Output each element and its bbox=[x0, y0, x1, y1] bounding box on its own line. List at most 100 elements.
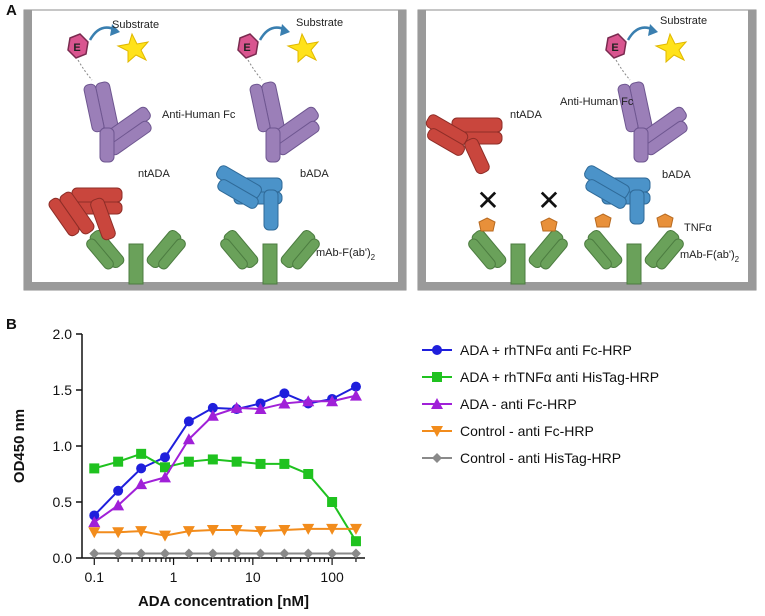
anti-human-fc-antibody-left bbox=[83, 81, 152, 163]
series-4 bbox=[88, 523, 362, 542]
mab-fab2-antibody-2 bbox=[220, 229, 320, 285]
data-point bbox=[136, 548, 147, 559]
tnf-alpha-label: TNFα bbox=[684, 222, 712, 234]
y-tick-label: 1.0 bbox=[53, 438, 73, 454]
panel-b-letter: B bbox=[6, 316, 17, 333]
chart-series bbox=[88, 381, 362, 559]
legend-label: Control - anti HisTag-HRP bbox=[460, 450, 621, 466]
series-2 bbox=[89, 448, 361, 547]
data-point bbox=[254, 526, 267, 538]
assay-diagram: E Substrate E Substrate Anti-Human Fc nt… bbox=[23, 9, 757, 291]
legend-marker bbox=[432, 345, 442, 355]
data-point bbox=[136, 448, 147, 459]
data-point bbox=[349, 389, 362, 401]
y-tick-label: 1.5 bbox=[53, 382, 73, 398]
series-5 bbox=[89, 548, 361, 559]
data-point bbox=[230, 525, 243, 536]
legend-marker bbox=[432, 372, 442, 382]
x-axis-title: ADA concentration [nM] bbox=[138, 593, 309, 610]
legend-label: Control - anti Fc-HRP bbox=[460, 423, 594, 439]
data-point bbox=[255, 458, 266, 469]
data-point bbox=[278, 397, 291, 409]
data-point bbox=[350, 536, 361, 547]
y-axis-title: OD450 nm bbox=[11, 409, 28, 483]
data-point bbox=[113, 456, 124, 467]
substrate-label-left-1: Substrate bbox=[112, 19, 159, 31]
legend-marker bbox=[431, 426, 443, 437]
data-point bbox=[113, 548, 124, 559]
data-point bbox=[302, 523, 315, 535]
data-point bbox=[89, 510, 100, 521]
data-point bbox=[160, 548, 171, 559]
data-point bbox=[112, 527, 125, 539]
data-point bbox=[278, 525, 291, 536]
chart-legend: ADA + rhTNFα anti Fc-HRP ADA + rhTNFα ant… bbox=[422, 342, 659, 466]
data-point bbox=[207, 402, 218, 413]
legend-label: ADA - anti Fc-HRP bbox=[460, 396, 577, 412]
mab-label-left: mAb-F(ab')2 bbox=[316, 247, 376, 262]
ntada-label-left: ntADA bbox=[138, 168, 170, 180]
legend-entry: ADA + rhTNFα anti Fc-HRP bbox=[422, 342, 632, 358]
legend-marker bbox=[431, 398, 443, 409]
data-point bbox=[207, 548, 218, 559]
data-point bbox=[135, 526, 148, 538]
data-point bbox=[231, 548, 242, 559]
y-tick-label: 0.5 bbox=[53, 494, 73, 510]
legend-label: ADA + rhTNFα anti HisTag-HRP bbox=[460, 369, 659, 385]
x-tick-label: 1 bbox=[170, 569, 178, 585]
data-point bbox=[350, 381, 361, 392]
y-tick-label: 2.0 bbox=[53, 326, 73, 342]
data-point bbox=[136, 463, 147, 474]
data-point bbox=[159, 530, 172, 542]
substrate-label-left-2: Substrate bbox=[296, 17, 343, 29]
block-x-icon-1: ✕ bbox=[476, 184, 499, 217]
enzyme-substrate-left-2: E Substrate bbox=[237, 17, 343, 81]
y-tick-label: 0.0 bbox=[53, 550, 73, 566]
data-point bbox=[349, 523, 362, 535]
data-point bbox=[302, 395, 315, 407]
left-assay-frame bbox=[23, 9, 407, 291]
legend-label: ADA + rhTNFα anti Fc-HRP bbox=[460, 342, 632, 358]
data-point bbox=[326, 395, 339, 407]
tnf-alpha-molecules bbox=[478, 213, 674, 232]
enzyme-substrate-right: E Substrate bbox=[605, 15, 707, 81]
data-point bbox=[279, 548, 290, 559]
series-3 bbox=[88, 389, 362, 528]
data-point bbox=[160, 462, 171, 473]
data-point bbox=[89, 463, 100, 474]
series-1 bbox=[89, 381, 361, 521]
data-point bbox=[350, 548, 361, 559]
series-line bbox=[94, 527, 356, 537]
data-point bbox=[230, 401, 243, 413]
data-point bbox=[112, 499, 125, 511]
legend-entry: ADA + rhTNFα anti HisTag-HRP bbox=[422, 369, 659, 385]
chart-axes: 0.0 0.5 1.0 1.5 2.0 0.1 1 10 100 ADA concentratio… bbox=[11, 326, 365, 610]
data-point bbox=[89, 548, 100, 559]
anti-human-fc-antibody-left-2 bbox=[249, 81, 320, 163]
x-tick-label: 0.1 bbox=[85, 569, 105, 585]
data-point bbox=[279, 388, 290, 399]
data-point bbox=[326, 523, 339, 535]
mab-fab2-antibody-1 bbox=[86, 229, 186, 285]
bada-label-left: bADA bbox=[300, 168, 329, 180]
legend-entry: ADA - anti Fc-HRP bbox=[422, 396, 577, 412]
data-point bbox=[182, 526, 195, 538]
bada-antibody-left bbox=[216, 165, 283, 231]
anti-human-fc-antibody-right bbox=[617, 81, 688, 163]
enzyme-label-right: E bbox=[611, 42, 618, 54]
enzyme-substrate-left-1: E Substrate bbox=[67, 19, 159, 81]
data-point bbox=[183, 416, 194, 427]
data-point bbox=[88, 516, 101, 528]
series-line bbox=[93, 385, 357, 517]
data-point bbox=[231, 456, 242, 467]
bada-label-right: bADA bbox=[662, 169, 691, 181]
data-point bbox=[207, 454, 218, 465]
data-point bbox=[327, 548, 338, 559]
od450-line-chart: 0.0 0.5 1.0 1.5 2.0 0.1 1 10 100 ADA concentratio… bbox=[11, 326, 659, 610]
enzyme-label-left-1: E bbox=[73, 42, 80, 54]
mab-fab2-antibody-3 bbox=[468, 229, 568, 285]
data-point bbox=[255, 548, 266, 559]
data-point bbox=[206, 525, 219, 536]
data-point bbox=[303, 469, 314, 479]
panel-a-letter: A bbox=[6, 2, 17, 19]
